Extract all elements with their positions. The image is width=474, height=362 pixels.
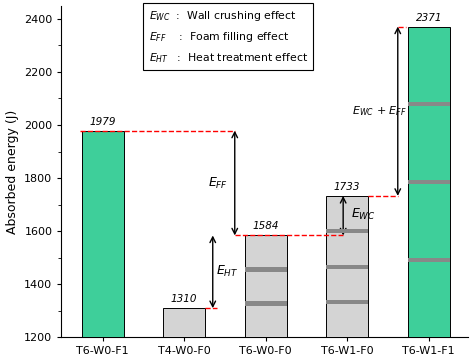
Bar [163, 308, 205, 337]
Text: 1979: 1979 [90, 117, 116, 127]
Bar [82, 131, 124, 337]
Bar [408, 258, 450, 262]
Bar [245, 267, 287, 272]
Bar [408, 102, 450, 106]
Bar [326, 196, 368, 337]
Text: $E_{WC}$ + $E_{FF}$: $E_{WC}$ + $E_{FF}$ [352, 104, 407, 118]
Text: $E_{HT}$: $E_{HT}$ [216, 264, 238, 279]
Text: 1310: 1310 [171, 294, 198, 304]
Text: 1584: 1584 [253, 222, 279, 231]
Bar [408, 180, 450, 184]
Text: $E_{WC}$  :  Wall crushing effect
$E_{FF}$    :  Foam filling effect
$E_{HT}$   : $E_{WC}$ : Wall crushing effect $E_{FF}$… [149, 9, 308, 65]
Bar [245, 301, 287, 306]
Text: $E_{FF}$: $E_{FF}$ [209, 176, 228, 190]
Y-axis label: Absorbed energy (J): Absorbed energy (J) [6, 109, 18, 233]
Bar [408, 26, 450, 337]
Text: $E_{WC}$: $E_{WC}$ [351, 207, 376, 222]
Text: 1733: 1733 [334, 182, 361, 192]
Bar [326, 265, 368, 269]
Bar [245, 235, 287, 337]
Bar [326, 300, 368, 304]
Bar [326, 229, 368, 233]
Text: 2371: 2371 [416, 13, 442, 22]
